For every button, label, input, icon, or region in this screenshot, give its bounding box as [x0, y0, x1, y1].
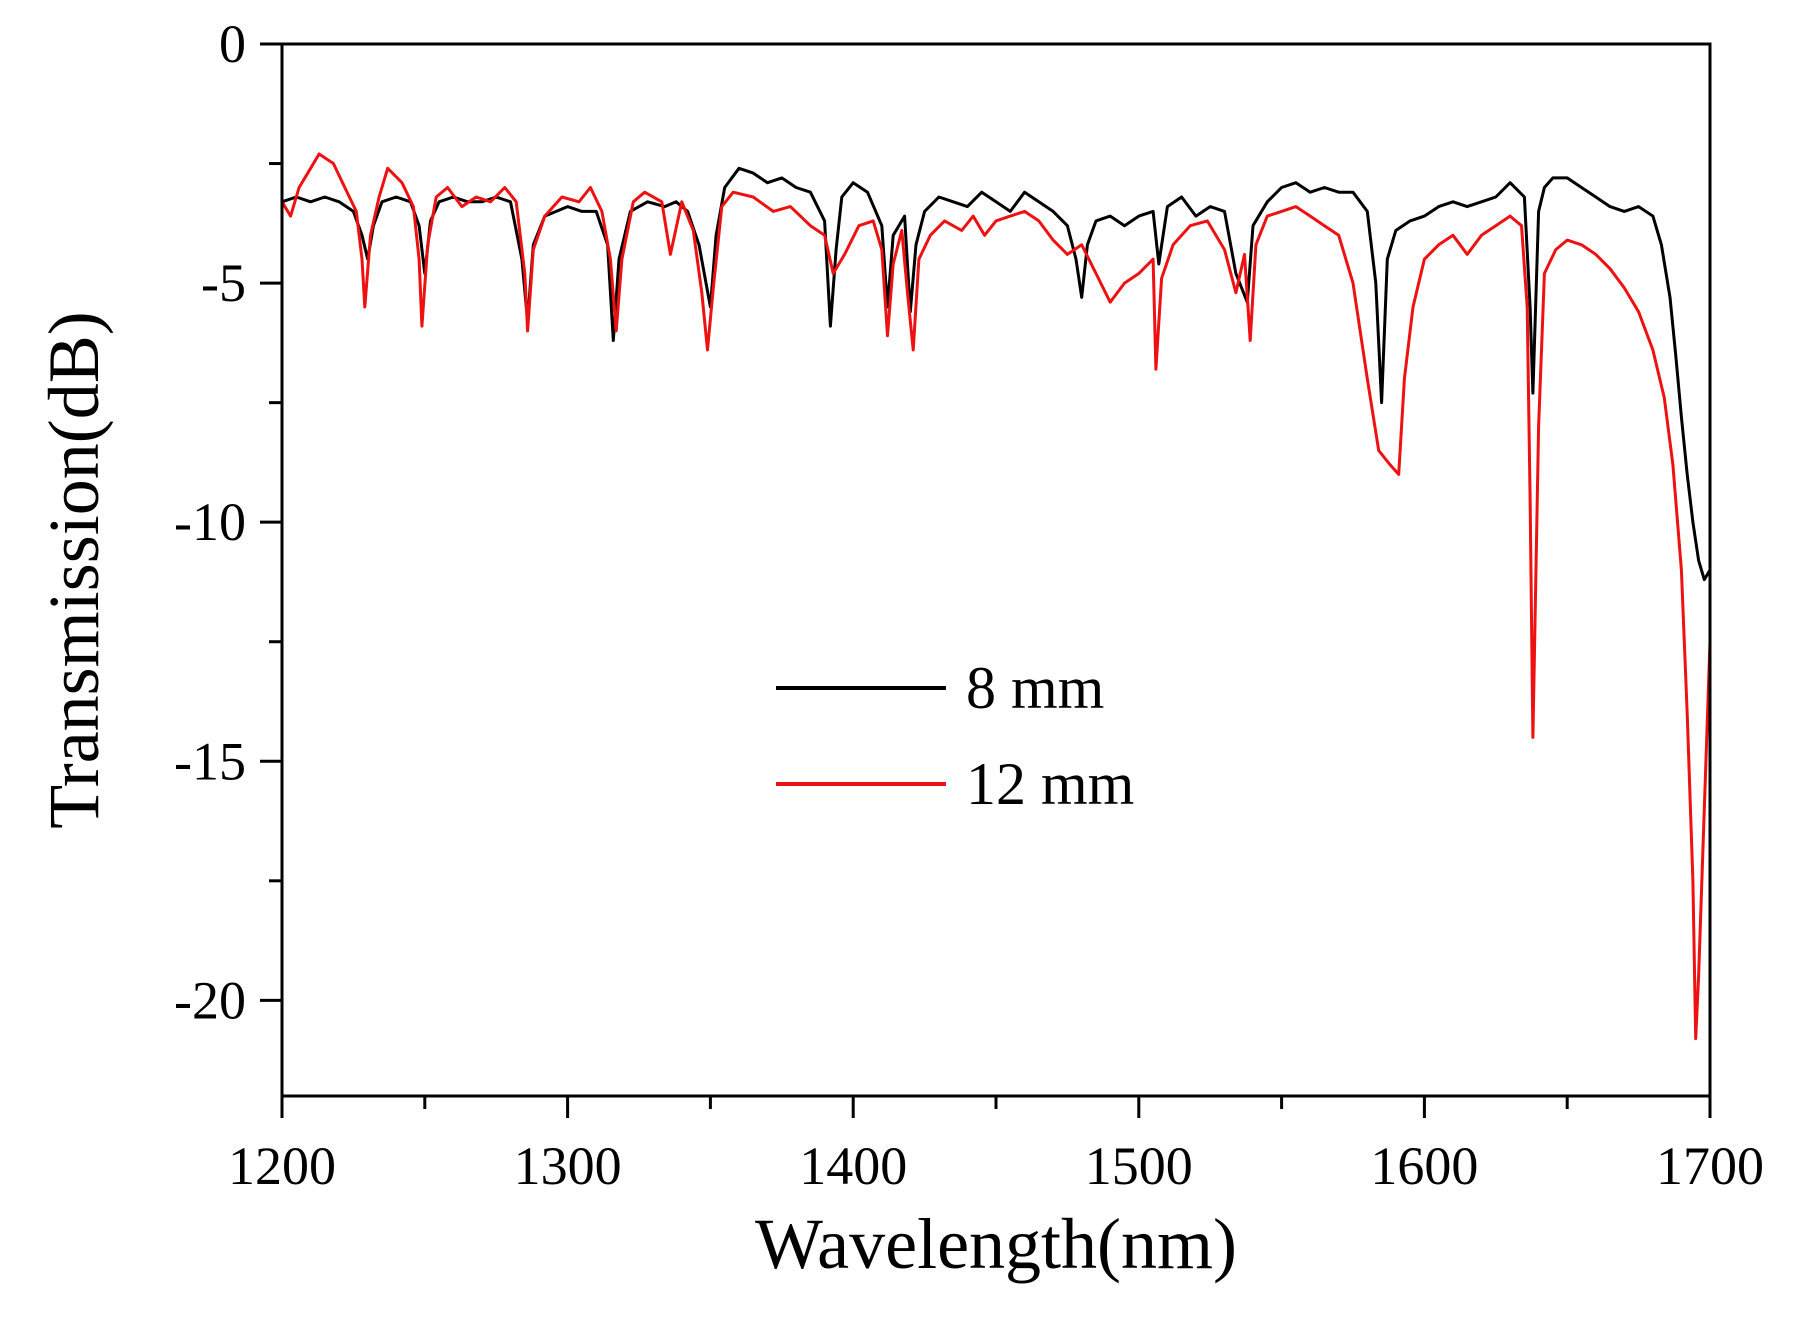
series-line-8mm: [280, 166, 1712, 582]
y-tick-label: -20: [174, 970, 246, 1030]
y-axis-title: Transmission(dB): [34, 311, 114, 828]
y-tick-label: -15: [174, 731, 246, 791]
x-tick-label: 1300: [514, 1136, 622, 1196]
axis-ticks: [260, 42, 1712, 1118]
legend: 8 mm 12 mm: [776, 655, 1134, 817]
x-axis-title: Wavelength(nm): [755, 1204, 1237, 1284]
y-tick-label: -5: [201, 253, 246, 313]
series-line-12mm: [280, 152, 1712, 1041]
x-tick-label: 1700: [1656, 1136, 1764, 1196]
plot-frame: [280, 42, 1712, 1098]
x-tick-labels: 1200 1300 1400 1500 1600 1700: [228, 1136, 1764, 1196]
y-tick-label: 0: [219, 14, 246, 74]
x-tick-label: 1600: [1370, 1136, 1478, 1196]
x-tick-label: 1200: [228, 1136, 336, 1196]
legend-label-8mm: 8 mm: [966, 655, 1104, 721]
y-tick-labels: 0 -5 -10 -15 -20: [174, 14, 246, 1030]
x-tick-label: 1400: [799, 1136, 907, 1196]
y-tick-label: -10: [174, 492, 246, 552]
x-tick-label: 1500: [1085, 1136, 1193, 1196]
legend-label-12mm: 12 mm: [966, 751, 1134, 817]
series-lines: [280, 152, 1712, 1041]
